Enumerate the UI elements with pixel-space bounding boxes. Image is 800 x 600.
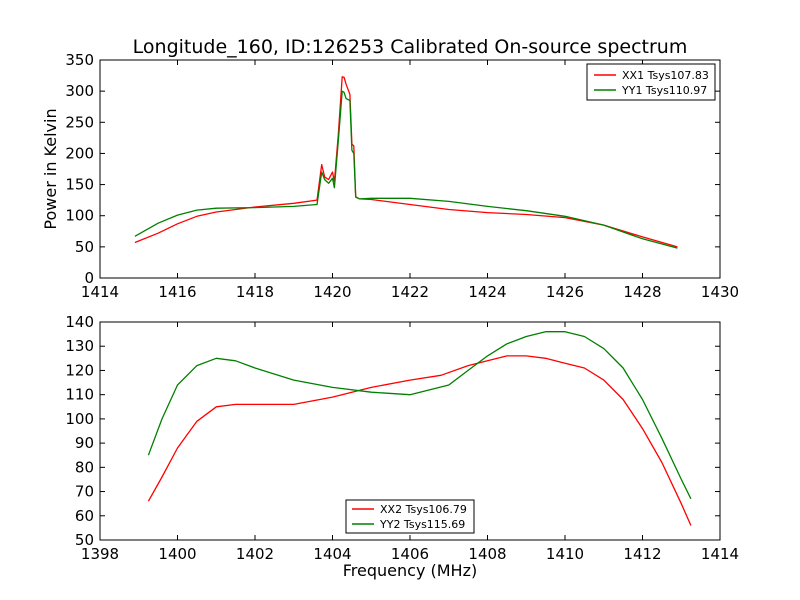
- bottom-y-tick-label: 140: [65, 313, 94, 331]
- top-x-tick-label: 1422: [391, 283, 429, 301]
- bottom-legend-label-yy2: YY2 Tsys115.69: [379, 518, 465, 531]
- top-x-tick-label: 1424: [468, 283, 506, 301]
- top-x-tick-label: 1428: [623, 283, 661, 301]
- bottom-x-tick-label: 1414: [701, 545, 739, 563]
- bottom-y-tick-label: 70: [75, 483, 94, 501]
- bottom-y-tick-label: 130: [65, 337, 94, 355]
- top-y-tick-label: 300: [65, 82, 94, 100]
- bottom-x-tick-label: 1398: [81, 545, 119, 563]
- top-plot: 1414 1416 1418 1420 1422 1424 1426 1428 1430 0 50 1…: [65, 51, 739, 301]
- bottom-y-tick-label: 60: [75, 507, 94, 525]
- bottom-y-tick-label: 100: [65, 410, 94, 428]
- top-y-tick-label: 0: [84, 269, 94, 287]
- bottom-legend-box: [345, 499, 475, 534]
- top-x-tick-label: 1414: [81, 283, 119, 301]
- bottom-y-tick-label: 110: [65, 386, 94, 404]
- top-legend: XX1 Tsys107.83 YY1 Tsys110.97: [586, 63, 716, 101]
- bottom-x-tick-label: 1408: [468, 545, 506, 563]
- top-y-tick-label: 50: [75, 238, 94, 256]
- bottom-series-line-green: [147, 331, 692, 500]
- bottom-series-line-red: [147, 355, 692, 526]
- bottom-y-tick-label: 80: [75, 458, 94, 476]
- top-x-tick-label: 1418: [236, 283, 274, 301]
- top-x-tick-label: 1416: [158, 283, 196, 301]
- bottom-plot: 1398 1400 1402 1404 1406 1408 1410 1412 1414 50 60…: [65, 313, 739, 563]
- bottom-legend: XX2 Tsys106.79 YY2 Tsys115.69: [345, 499, 475, 534]
- bottom-x-tick-label: 1410: [546, 545, 584, 563]
- bottom-x-tick-label: 1400: [158, 545, 196, 563]
- bottom-y-tick-label: 50: [75, 531, 94, 549]
- bottom-y-tick-label: 120: [65, 361, 94, 379]
- top-y-tick-label: 350: [65, 51, 94, 69]
- bottom-x-tick-label: 1412: [623, 545, 661, 563]
- top-y-tick-label: 250: [65, 113, 94, 131]
- bottom-y-tick-label: 90: [75, 434, 94, 452]
- top-y-tick-label: 150: [65, 176, 94, 194]
- bottom-x-axis-label: Frequency (MHz): [343, 561, 477, 580]
- top-y-tick-label: 200: [65, 144, 94, 162]
- top-legend-label-yy1: YY1 Tsys110.97: [621, 84, 707, 97]
- bottom-x-tick-label: 1406: [391, 545, 429, 563]
- chart-title: Longitude_160, ID:126253 Calibrated On-s…: [133, 36, 688, 58]
- top-legend-label-xx1: XX1 Tsys107.83: [622, 69, 709, 82]
- top-x-tick-label: 1420: [313, 283, 351, 301]
- top-y-axis-label: Power in Kelvin: [41, 108, 60, 229]
- bottom-legend-label-xx2: XX2 Tsys106.79: [380, 503, 467, 516]
- top-legend-box: [586, 63, 716, 101]
- top-x-tick-label: 1426: [546, 283, 584, 301]
- top-series-line-green: [134, 90, 678, 249]
- bottom-x-tick-label: 1402: [236, 545, 274, 563]
- bottom-x-tick-label: 1404: [313, 545, 351, 563]
- top-x-tick-label: 1430: [701, 283, 739, 301]
- top-y-tick-label: 100: [65, 207, 94, 225]
